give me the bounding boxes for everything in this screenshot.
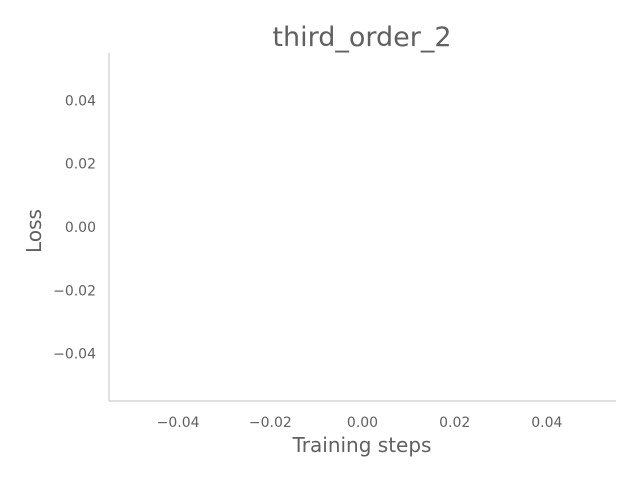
x-tick-label: −0.02 — [249, 415, 292, 431]
y-tick-label: −0.02 — [53, 283, 96, 299]
chart-title: third_order_2 — [272, 22, 451, 53]
y-axis-label: Loss — [22, 209, 46, 253]
y-tick-label: −0.04 — [53, 347, 96, 363]
x-tick-label: 0.00 — [347, 415, 378, 431]
y-tick-label: 0.02 — [65, 157, 96, 173]
plot-area — [108, 53, 616, 402]
x-tick-label: −0.04 — [157, 415, 200, 431]
x-tick-label: 0.04 — [531, 415, 562, 431]
x-axis-label: Training steps — [292, 433, 432, 457]
x-axis-ticks: −0.04 −0.02 0.00 0.02 0.04 — [157, 415, 563, 431]
x-tick-label: 0.02 — [439, 415, 470, 431]
y-tick-label: 0.04 — [65, 93, 96, 109]
y-tick-label: 0.00 — [65, 220, 96, 236]
y-axis-ticks: −0.04 −0.02 0.00 0.02 0.04 — [53, 93, 96, 362]
